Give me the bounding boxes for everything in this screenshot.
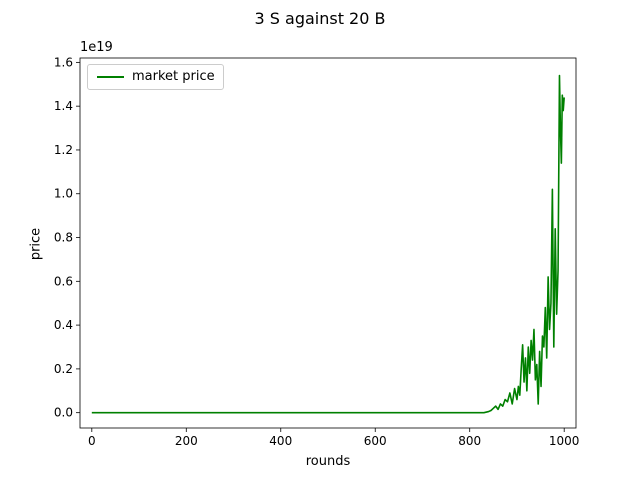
y-axis-label: price	[28, 227, 44, 261]
y-tick-label: 0.0	[54, 406, 73, 420]
y-tick-label: 0.4	[54, 318, 73, 332]
plot-frame	[79, 57, 577, 429]
y-axis-offset-label: 1e19	[80, 40, 113, 55]
y-tick-label: 1.6	[54, 55, 73, 69]
y-tick-label: 1.0	[54, 187, 73, 201]
y-tick-label: 0.6	[54, 274, 73, 288]
x-axis-label: rounds	[305, 454, 351, 469]
legend-swatch	[97, 76, 124, 78]
x-tick-label: 600	[364, 434, 387, 448]
x-tick-label: 0	[88, 434, 96, 448]
x-tick-label: 800	[458, 434, 481, 448]
y-tick-label: 1.2	[54, 143, 73, 157]
y-tick-label: 1.4	[54, 99, 73, 113]
legend-label: market price	[132, 69, 215, 84]
x-tick-label: 400	[269, 434, 292, 448]
series-line-market-price	[91, 74, 565, 414]
x-tick-label: 200	[175, 434, 198, 448]
chart-title: 3 S against 20 B	[254, 9, 386, 28]
x-tick-label: 1000	[549, 434, 580, 448]
y-tick-label: 0.2	[54, 362, 73, 376]
legend: market price	[87, 64, 224, 90]
y-tick-label: 0.8	[54, 231, 73, 245]
